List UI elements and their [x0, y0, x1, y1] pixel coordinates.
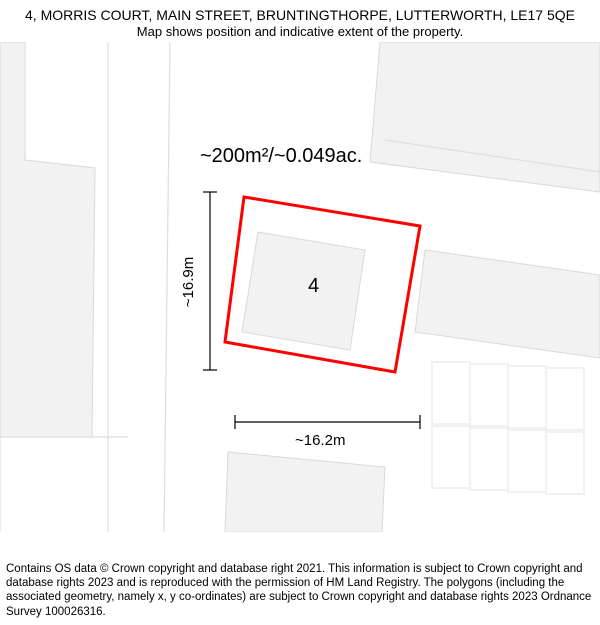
map-area: 4 ~200m²/~0.049ac. ~16.9m ~16.2m	[0, 42, 600, 532]
area-label: ~200m²/~0.049ac.	[200, 145, 362, 167]
dim-label-width: ~16.2m	[295, 432, 345, 449]
header-title: 4, MORRIS COURT, MAIN STREET, BRUNTINGTH…	[0, 6, 600, 24]
map-svg: 4 ~200m²/~0.049ac. ~16.9m ~16.2m	[0, 42, 600, 532]
page-root: 4, MORRIS COURT, MAIN STREET, BRUNTINGTH…	[0, 0, 600, 625]
header: 4, MORRIS COURT, MAIN STREET, BRUNTINGTH…	[0, 6, 600, 41]
header-subtitle: Map shows position and indicative extent…	[0, 24, 600, 41]
footer-copyright: Contains OS data © Crown copyright and d…	[6, 562, 594, 620]
highlighted-building-footprint	[242, 232, 365, 350]
plot-number-label: 4	[308, 275, 319, 297]
dim-label-height: ~16.9m	[180, 257, 197, 307]
